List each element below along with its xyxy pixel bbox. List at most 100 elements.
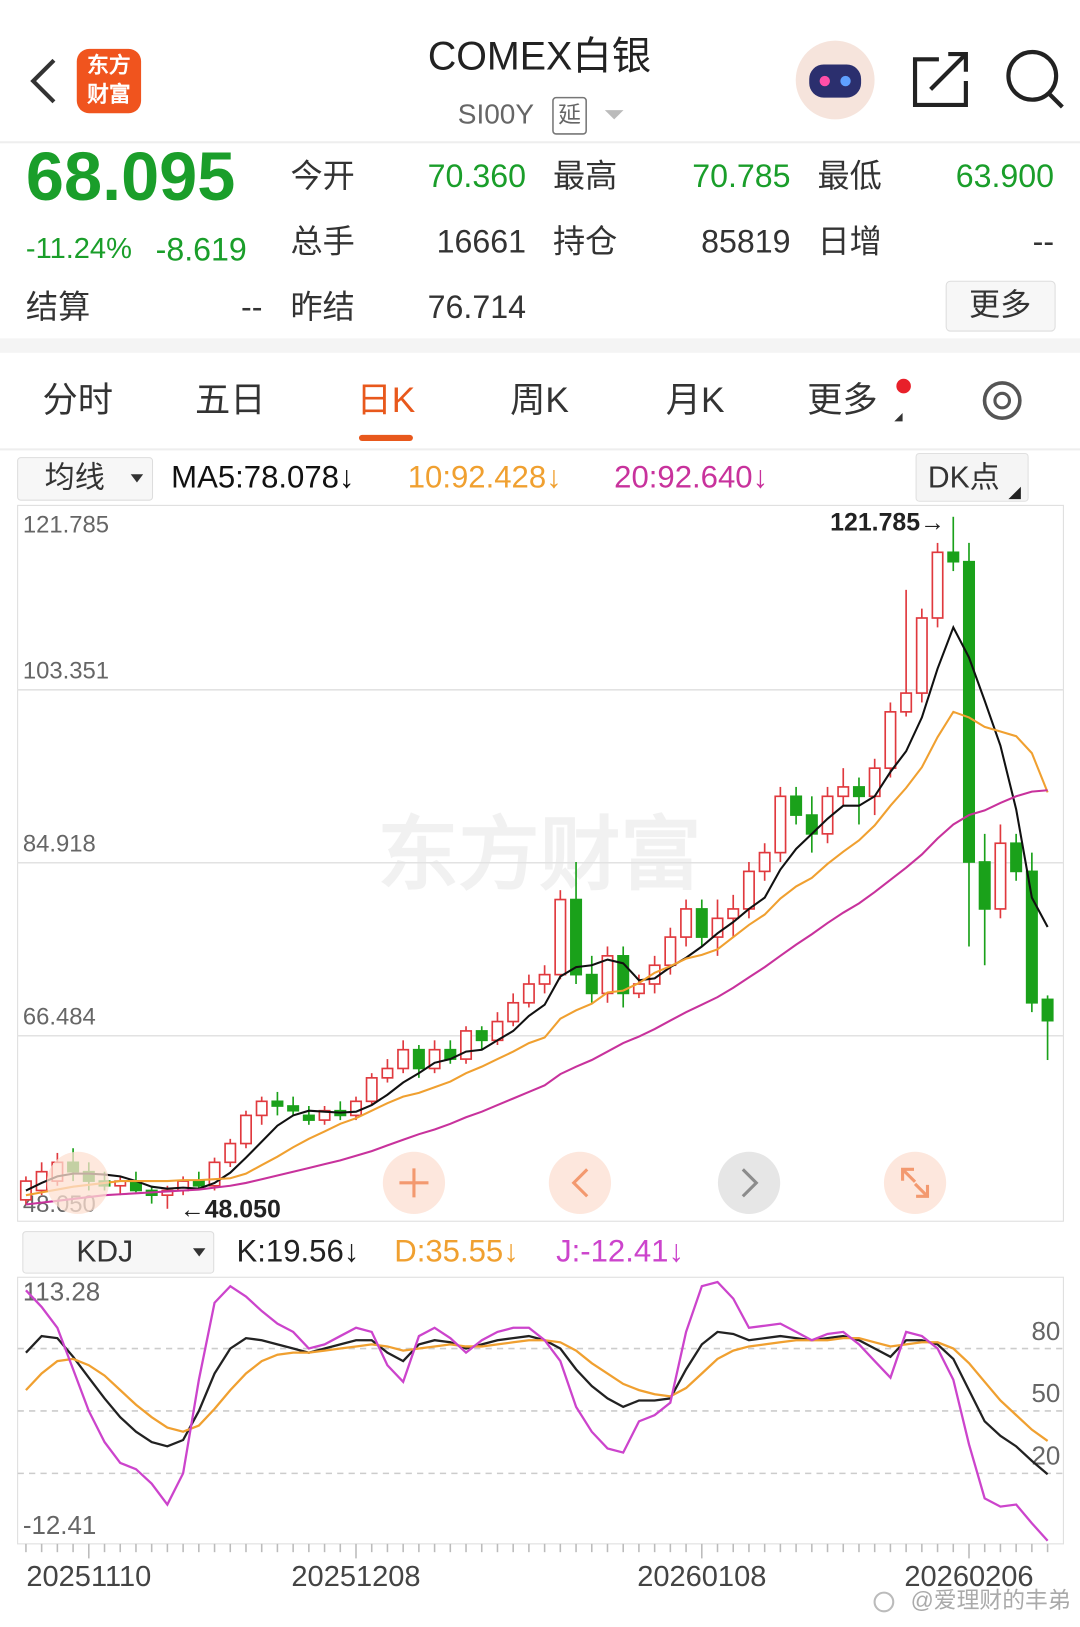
candle-body <box>994 842 1007 910</box>
last-price: 68.095 <box>26 138 235 215</box>
field-label: 结算 <box>26 289 90 325</box>
tab[interactable]: 五日 <box>195 381 266 420</box>
delay-tag-box <box>552 96 587 135</box>
candle-body <box>1041 998 1054 1022</box>
candle-body <box>554 898 567 976</box>
field-label: 总手 <box>290 223 354 259</box>
kdj-chart: 113.28 80 50 20 -12.41 20251110 20251208 202601… <box>17 1279 1064 1593</box>
low-annotation: ←48.050 <box>180 1195 281 1223</box>
y-tick-label: 66.484 <box>23 1003 96 1030</box>
candle-body <box>208 1161 221 1187</box>
gear[interactable] <box>982 381 1022 421</box>
tab[interactable]: 分时 <box>43 381 114 420</box>
gear-hub <box>993 391 1012 410</box>
candle-body <box>900 692 913 713</box>
candle-body <box>727 908 740 920</box>
candle-body <box>585 973 598 995</box>
candle-body <box>884 711 897 769</box>
avatar-eye <box>840 75 851 87</box>
dropdown-arrow[interactable] <box>604 110 624 120</box>
scroll-right-button[interactable] <box>717 1151 781 1214</box>
corner-mark <box>894 413 903 422</box>
watermark: 东方财富 <box>378 811 702 901</box>
field-value: -- <box>1033 223 1054 259</box>
notification-dot <box>896 378 911 394</box>
field-label: 持仓 <box>553 223 617 259</box>
candle-body <box>522 983 535 1004</box>
candle-body <box>915 617 928 694</box>
field-value: 63.900 <box>956 158 1054 194</box>
indicator-select[interactable]: 均线 <box>45 461 105 494</box>
field-value: -- <box>241 289 262 325</box>
y-tick-label: 50 <box>1031 1380 1060 1408</box>
kdj-select-box[interactable] <box>22 1231 215 1274</box>
field-value: 85819 <box>701 223 790 259</box>
y-tick-label: 84.918 <box>23 830 96 857</box>
tab[interactable]: 月K <box>666 381 725 420</box>
candle-body <box>790 795 803 816</box>
avatar-face <box>809 64 862 98</box>
kdj-line <box>25 1337 1049 1442</box>
y-tick-label: 20 <box>1031 1443 1060 1471</box>
share-button[interactable] <box>912 52 968 107</box>
left-icon <box>571 1168 589 1198</box>
candle-body <box>239 1114 253 1145</box>
field-value: 16661 <box>437 223 526 259</box>
ma-line <box>25 624 1049 1192</box>
scroll-left-button[interactable] <box>548 1151 612 1214</box>
legend-entry: D:35.55↓ <box>394 1234 519 1269</box>
app-logo <box>76 48 142 114</box>
credit: @爱理财的丰弟 <box>911 1587 1071 1613</box>
avatar-eye <box>819 75 830 87</box>
candle-body <box>1010 842 1023 873</box>
change-percent: -11.24% <box>26 233 132 265</box>
candle-body <box>711 917 724 938</box>
field-label: 今开 <box>290 158 354 194</box>
dropdown-arrow <box>192 1248 206 1257</box>
y-tick-label: -12.41 <box>23 1512 97 1540</box>
settings-button[interactable] <box>982 381 1022 421</box>
dk-button-box[interactable] <box>915 452 1029 502</box>
candle-body <box>475 1030 488 1042</box>
more-button-box[interactable] <box>945 280 1056 332</box>
x-tick-label: 20251208 <box>291 1561 420 1593</box>
candle-body <box>302 1114 315 1121</box>
legend-entry: 20:92.640↓ <box>614 460 768 495</box>
more-button[interactable]: 更多 <box>969 287 1031 322</box>
candle-body <box>664 936 677 967</box>
candle-body <box>365 1077 378 1103</box>
search-button[interactable] <box>1006 49 1059 102</box>
delay-tag: 延 <box>558 101 581 127</box>
back-button[interactable] <box>30 58 56 104</box>
control-button[interactable] <box>46 1151 109 1214</box>
candle-body <box>774 795 787 854</box>
y-tick-label: 103.351 <box>23 657 109 684</box>
y-tick-label: 113.28 <box>23 1279 100 1307</box>
logo-text: 财富 <box>87 81 131 106</box>
indicator-select-box[interactable] <box>17 457 154 501</box>
candle-body <box>852 786 865 798</box>
tab[interactable]: 周K <box>510 381 569 420</box>
candle-body <box>287 1105 300 1112</box>
candle-body <box>381 1067 394 1079</box>
page-title: COMEX白银 <box>428 35 651 79</box>
ma-line <box>25 710 1049 1197</box>
high-annotation: 121.785→ <box>830 509 945 537</box>
candle-body <box>742 870 755 910</box>
symbol-code: SI00Y <box>458 99 535 130</box>
field-label: 日增 <box>818 223 882 259</box>
candle-body <box>931 551 944 619</box>
field-label: 昨结 <box>290 289 354 325</box>
dk-button[interactable]: DK点 <box>928 461 1000 494</box>
kdj-select[interactable]: KDJ <box>76 1235 133 1268</box>
field-value: 70.360 <box>428 158 526 194</box>
legend-entry: J:-12.41↓ <box>556 1234 684 1269</box>
tab[interactable]: 日K <box>357 381 416 420</box>
candle-body <box>507 1001 520 1023</box>
legend-entry: MA5:78.078↓ <box>171 460 354 495</box>
tab[interactable]: 更多 <box>807 381 878 420</box>
x-tick-label: 20251110 <box>26 1561 151 1593</box>
fullscreen-button[interactable] <box>883 1151 947 1214</box>
